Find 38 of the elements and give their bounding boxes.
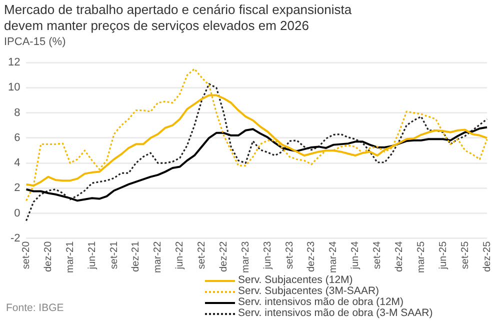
x-tick-label: set-22 bbox=[196, 240, 208, 270]
legend-label: Serv. intensivos mão de obra (12M) bbox=[238, 296, 404, 308]
x-tick-label: dez-20 bbox=[42, 240, 54, 272]
x-tick-label: set-21 bbox=[108, 240, 120, 270]
x-tick-label: dez-25 bbox=[482, 240, 493, 272]
x-tick-label: jun-25 bbox=[438, 240, 449, 270]
legend-label: Serv. Subjacentes (12M) bbox=[238, 274, 353, 286]
x-tick-label: jun-24 bbox=[350, 240, 362, 270]
x-tick-label: mar-24 bbox=[328, 240, 340, 274]
x-tick-label: jun-23 bbox=[262, 240, 274, 270]
x-tick-label: dez-21 bbox=[130, 240, 142, 272]
y-tick-label: 4 bbox=[14, 157, 20, 170]
x-tick-label: mar-23 bbox=[240, 240, 252, 274]
x-tick-label: dez-24 bbox=[394, 240, 405, 272]
y-tick-label: -2 bbox=[10, 232, 20, 244]
x-tick-label: jun-21 bbox=[86, 240, 98, 270]
source-note: Fonte: IBGE bbox=[6, 302, 64, 314]
legend-label: Serv. intensivos mão de obra (3-M SAAR) bbox=[238, 307, 433, 319]
x-tick-label: set-24 bbox=[372, 240, 384, 270]
x-tick-label: mar-21 bbox=[64, 240, 76, 274]
x-tick-label: set-25 bbox=[460, 240, 471, 270]
x-tick-label: mar-25 bbox=[416, 240, 427, 274]
y-tick-label: 2 bbox=[14, 182, 20, 194]
y-tick-label: 12 bbox=[8, 56, 20, 69]
chart-subtitle: IPCA-15 (%) bbox=[4, 36, 66, 48]
x-tick-label: dez-22 bbox=[218, 240, 230, 272]
x-tick-label: set-20 bbox=[20, 240, 32, 270]
line-series bbox=[25, 83, 488, 222]
y-tick-label: 0 bbox=[14, 207, 20, 220]
y-tick-label: 8 bbox=[14, 106, 20, 119]
legend-label: Serv. Subjacentes (3M-SAAR) bbox=[238, 285, 380, 297]
x-tick-label: dez-23 bbox=[306, 240, 318, 272]
y-tick-label: 10 bbox=[8, 82, 20, 94]
x-tick-label: set-23 bbox=[284, 240, 296, 270]
y-tick-label: 6 bbox=[14, 132, 20, 144]
x-tick-label: mar-22 bbox=[152, 240, 164, 274]
chart-title: Mercado de trabalho apertado e cenário fiscal expansionista devem manter preços de serviços elevados em 2026 bbox=[4, 2, 352, 34]
x-tick-label: jun-22 bbox=[174, 240, 186, 270]
